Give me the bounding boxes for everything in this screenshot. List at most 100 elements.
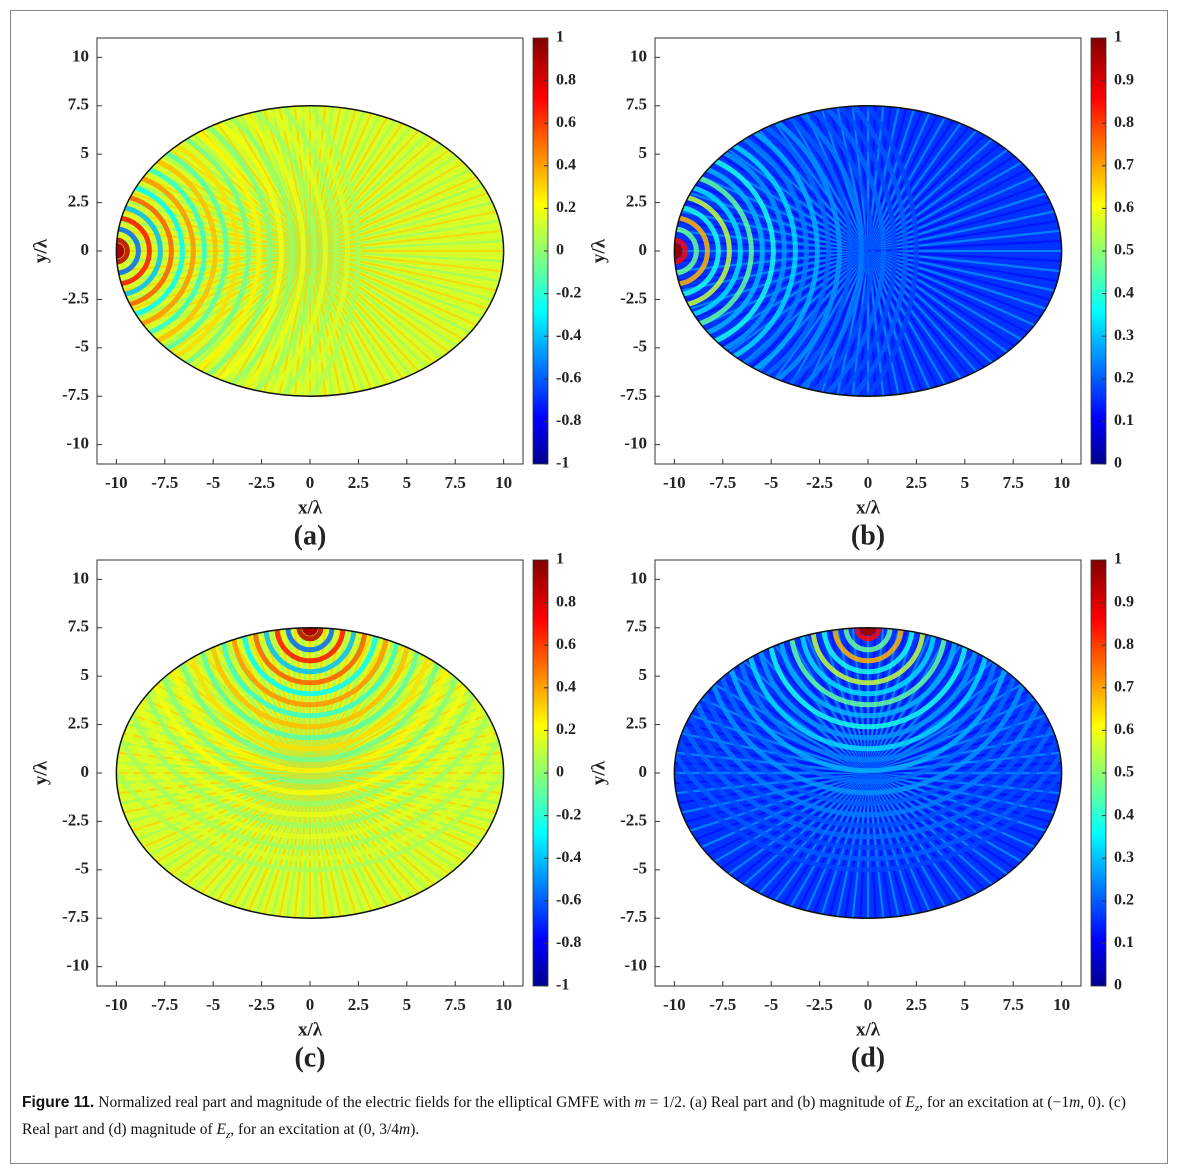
field-spoke bbox=[308, 772, 353, 919]
field-spoke bbox=[308, 772, 333, 919]
field-ring bbox=[116, 105, 306, 397]
field-spoke bbox=[205, 627, 312, 774]
caption-text: ). bbox=[410, 1121, 420, 1139]
field-spoke bbox=[867, 627, 1051, 774]
field-ring bbox=[296, 627, 324, 642]
field-spoke bbox=[116, 208, 311, 253]
colorbar-tick-label: 0.6 bbox=[556, 114, 576, 131]
colorbar-tick-label: -0.6 bbox=[556, 369, 581, 386]
colorbar-tick-label: 0.2 bbox=[556, 199, 576, 216]
field-spoke bbox=[674, 105, 869, 252]
field-map bbox=[116, 105, 504, 397]
field-spoke bbox=[267, 772, 312, 919]
field-spoke bbox=[723, 105, 870, 252]
field-ring bbox=[788, 627, 948, 708]
field-ring bbox=[116, 627, 504, 829]
field-spoke bbox=[867, 772, 1062, 919]
field-ring bbox=[674, 627, 1062, 851]
field-spoke bbox=[116, 627, 311, 774]
field-spoke bbox=[116, 249, 311, 294]
field-ring bbox=[674, 627, 1062, 829]
field-ring bbox=[674, 105, 919, 397]
colorbar-tick-label: 0.4 bbox=[556, 156, 576, 173]
field-spoke bbox=[309, 772, 504, 919]
field-spoke bbox=[309, 250, 504, 397]
field-spoke bbox=[309, 627, 504, 774]
colorbar-tick-label: 0.4 bbox=[556, 678, 576, 695]
colorbar-tick-label: -1 bbox=[556, 977, 569, 994]
field-spoke bbox=[116, 771, 311, 837]
x-tick-label: -7.5 bbox=[709, 995, 736, 1014]
field-ring bbox=[116, 105, 350, 397]
field-spoke bbox=[116, 750, 311, 775]
field-spoke bbox=[867, 688, 1062, 775]
field-spoke bbox=[309, 105, 504, 252]
field-ring bbox=[674, 105, 853, 397]
field-spoke bbox=[287, 772, 312, 919]
y-tick-label: 7.5 bbox=[626, 95, 647, 114]
field-ring bbox=[674, 138, 787, 364]
x-tick-label: 10 bbox=[1053, 473, 1070, 492]
y-tick-label: 7.5 bbox=[68, 95, 89, 114]
field-spoke bbox=[783, 627, 870, 774]
field-spoke bbox=[116, 250, 311, 397]
field-spoke bbox=[804, 250, 870, 397]
field-spoke bbox=[165, 250, 312, 397]
field-spoke bbox=[309, 105, 504, 252]
field-ring bbox=[230, 627, 390, 708]
figure-frame bbox=[10, 10, 1168, 1164]
field-ring bbox=[810, 627, 926, 686]
field-spoke bbox=[116, 250, 311, 397]
x-tick-label: -10 bbox=[663, 995, 686, 1014]
field-spoke bbox=[867, 250, 1062, 397]
field-spoke bbox=[867, 772, 1062, 919]
field-ring bbox=[832, 627, 904, 664]
field-spoke bbox=[309, 627, 504, 774]
y-tick-label: -5 bbox=[633, 337, 647, 356]
field-ring bbox=[766, 627, 970, 730]
field-spoke bbox=[763, 627, 870, 774]
field-spoke bbox=[866, 250, 932, 397]
field-ring bbox=[674, 226, 699, 276]
field-ring bbox=[678, 627, 1058, 818]
x-tick-label: 5 bbox=[403, 473, 412, 492]
y-tick-label: -10 bbox=[66, 434, 89, 453]
field-spoke bbox=[309, 250, 504, 397]
colorbar-tick-label: 0.6 bbox=[1114, 199, 1134, 216]
x-tick-label: 7.5 bbox=[1003, 473, 1024, 492]
colorbar-tick-label: -0.4 bbox=[556, 849, 581, 866]
field-ring bbox=[116, 105, 317, 397]
field-spoke bbox=[867, 627, 1062, 774]
field-spoke bbox=[743, 250, 870, 397]
caption-text: m bbox=[1069, 1094, 1081, 1111]
field-ring bbox=[843, 627, 893, 653]
field-spoke bbox=[308, 627, 415, 774]
field-spoke bbox=[674, 249, 869, 274]
y-tick-label: 5 bbox=[639, 143, 648, 162]
caption: Figure 11. Normalized real part and magn… bbox=[22, 1092, 1152, 1146]
x-tick-label: 2.5 bbox=[906, 995, 927, 1014]
field-spoke bbox=[674, 772, 869, 919]
field-peak bbox=[674, 243, 683, 259]
panel-label: (b) bbox=[851, 520, 885, 551]
field-spoke bbox=[308, 105, 374, 252]
field-spoke bbox=[674, 772, 869, 919]
field-spoke bbox=[309, 250, 504, 397]
field-ring bbox=[674, 160, 765, 342]
y-tick-label: 5 bbox=[81, 665, 90, 684]
field-spoke bbox=[867, 105, 1062, 252]
field-spoke bbox=[783, 250, 870, 397]
y-tick-label: -7.5 bbox=[62, 907, 89, 926]
colorbar-tick-label: 0.4 bbox=[1114, 806, 1134, 823]
colorbar-tick-label: 1 bbox=[556, 551, 564, 568]
field-spoke bbox=[225, 627, 312, 774]
x-tick-label: -7.5 bbox=[709, 473, 736, 492]
field-spoke bbox=[674, 250, 869, 397]
field-spoke bbox=[309, 228, 504, 253]
x-tick-label: -2.5 bbox=[248, 473, 275, 492]
x-tick-label: 0 bbox=[306, 995, 315, 1014]
field-ring bbox=[142, 627, 478, 796]
field-spoke bbox=[867, 250, 1062, 397]
colorbar-tick-label: -0.8 bbox=[556, 934, 581, 951]
field-spoke bbox=[116, 627, 311, 774]
